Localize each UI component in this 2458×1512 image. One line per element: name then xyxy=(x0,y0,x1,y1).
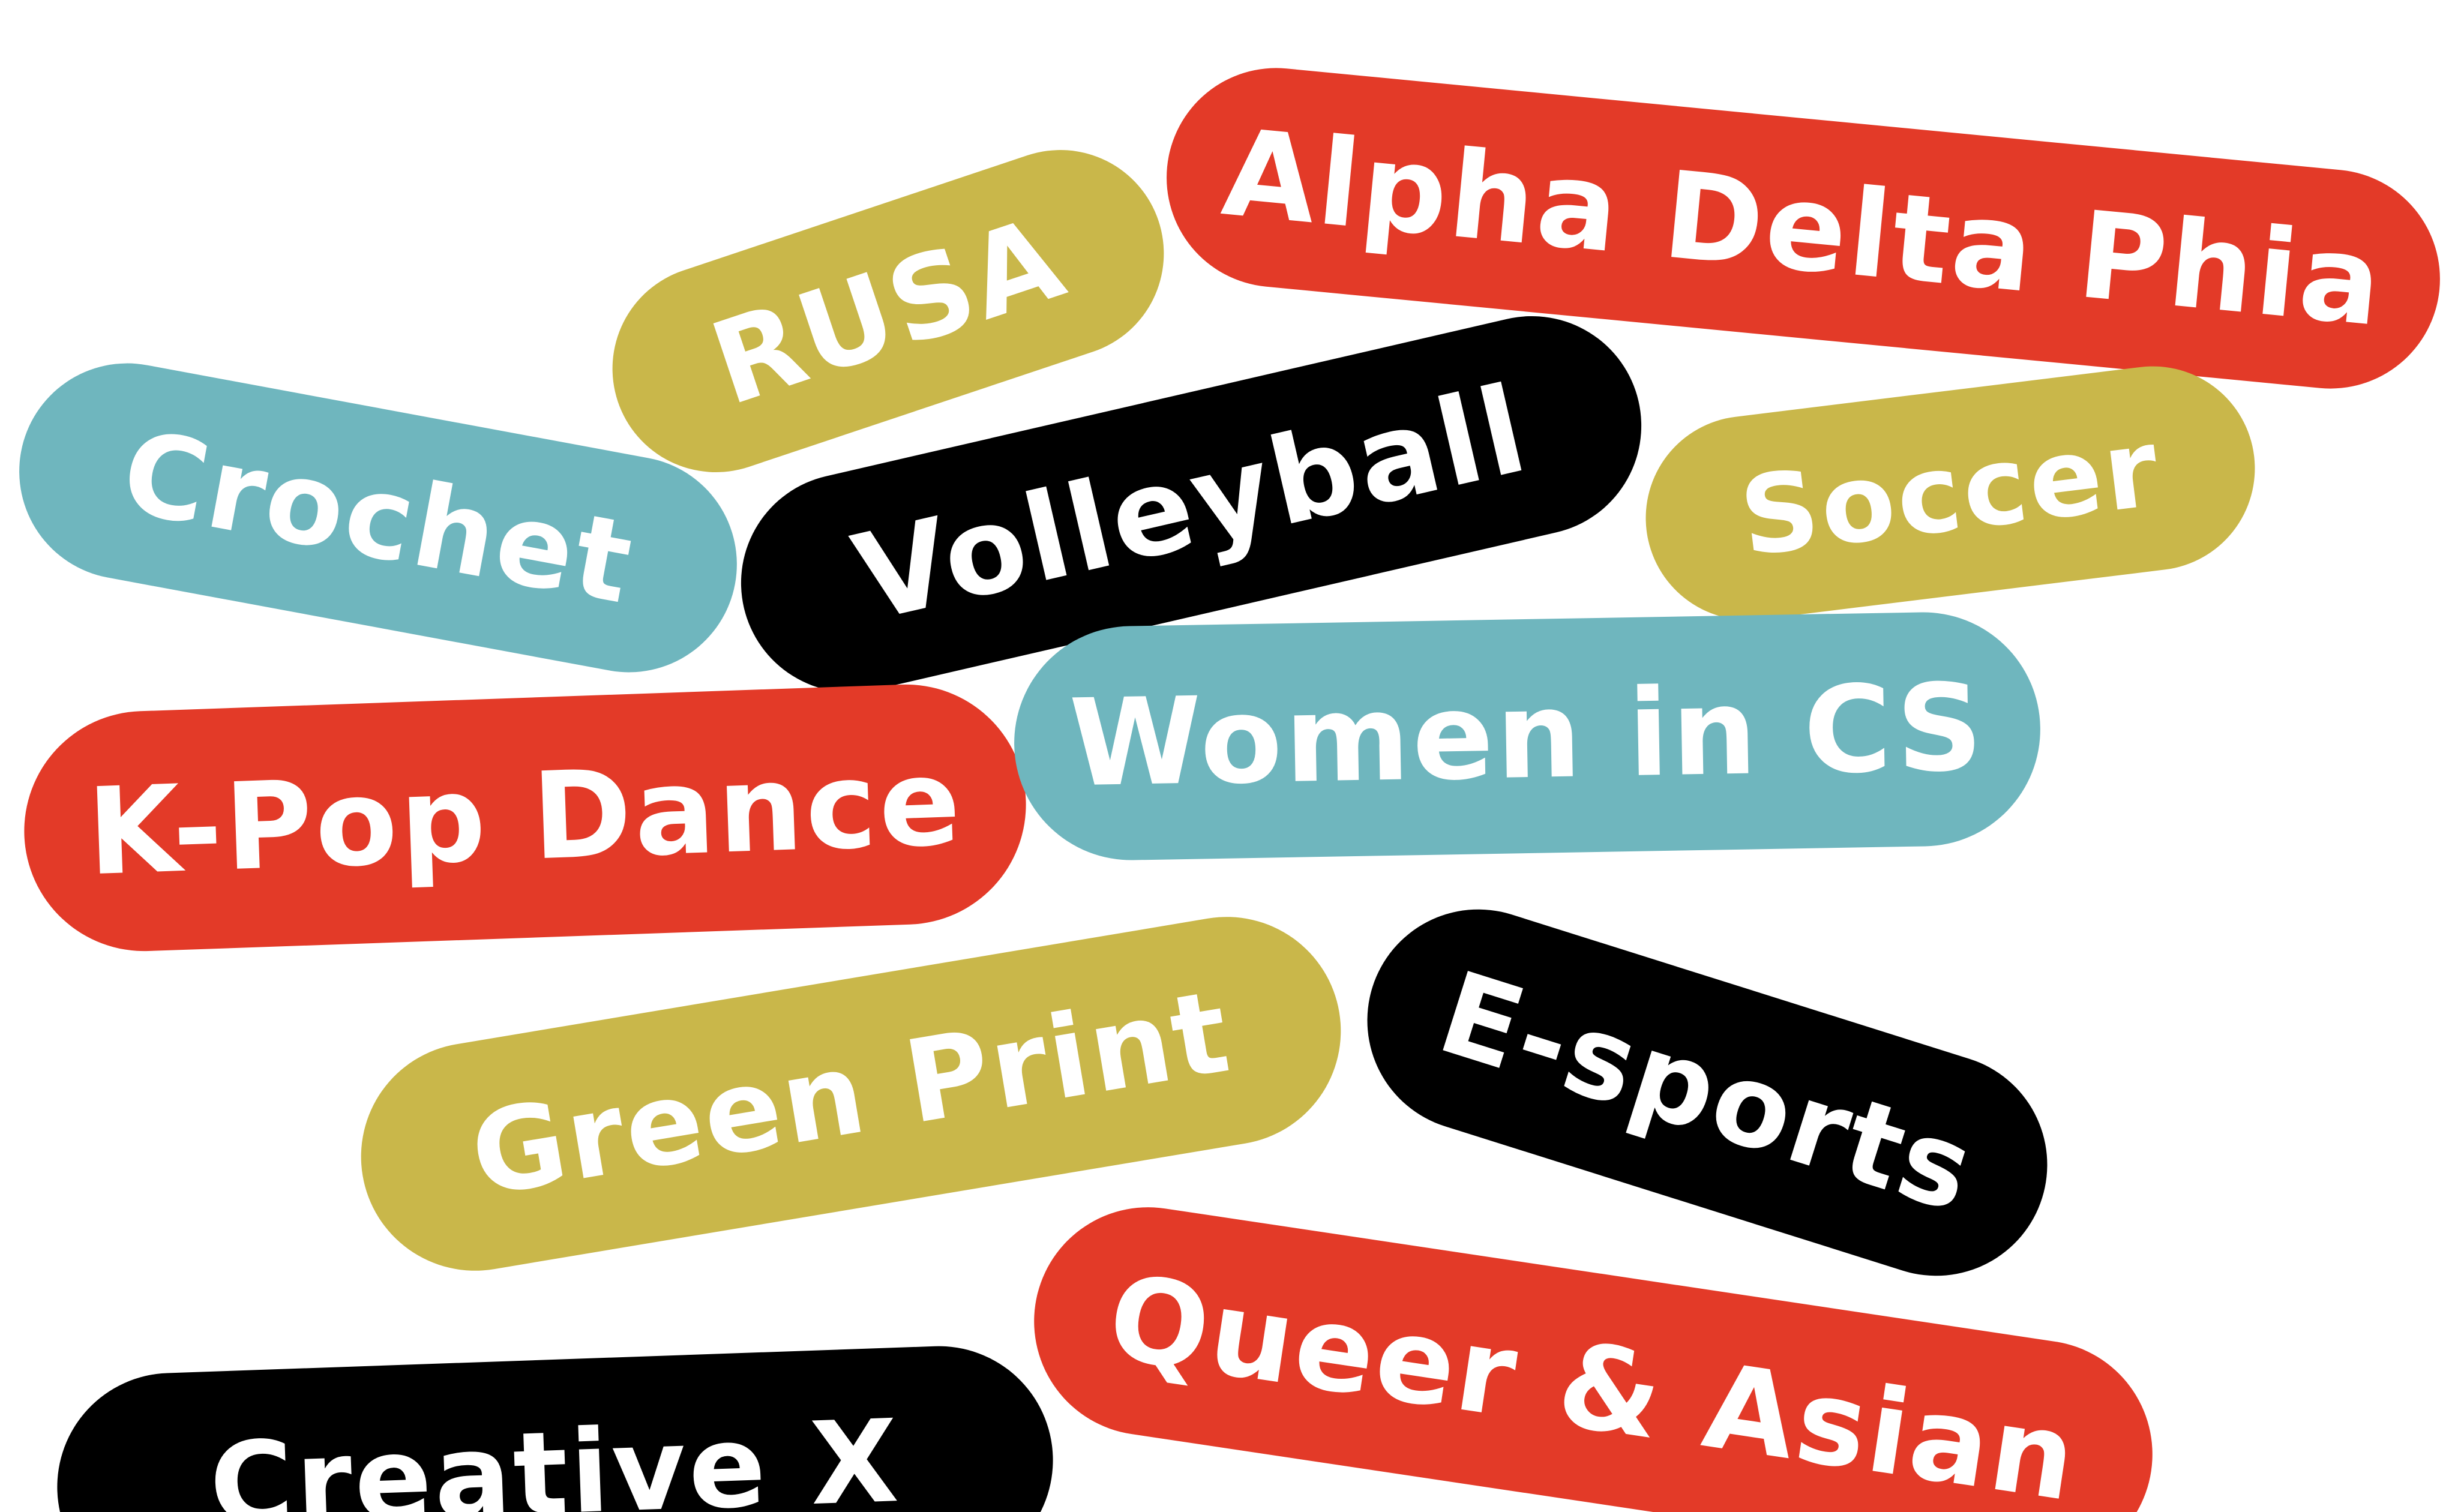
tag-label: Green Print xyxy=(461,965,1240,1222)
tag-label: Queer & Asian xyxy=(1100,1248,2087,1512)
tag-soccer: Soccer xyxy=(1634,355,2267,632)
tag-esports: E-sports xyxy=(1339,881,2076,1304)
tag-label: RUSA xyxy=(696,190,1080,431)
tag-label: Women in CS xyxy=(1068,658,1986,814)
tag-label: Crochet xyxy=(112,405,644,630)
tag-label: Volleyball xyxy=(842,359,1540,649)
tag-label: E-sports xyxy=(1425,946,1991,1238)
tag-women-in-cs: Women in CS xyxy=(1012,610,2043,862)
tag-kpop-dance: K-Pop Dance xyxy=(20,680,1030,956)
tag-label: Alpha Delta Phia xyxy=(1217,103,2390,353)
tag-label: Soccer xyxy=(1734,405,2167,581)
tag-alpha-delta-phia: Alpha Delta Phia xyxy=(1156,58,2450,399)
tag-label: Creative X xyxy=(207,1394,903,1512)
tag-label: K-Pop Dance xyxy=(85,732,966,903)
tag-creative-x: Creative X xyxy=(53,1342,1057,1512)
